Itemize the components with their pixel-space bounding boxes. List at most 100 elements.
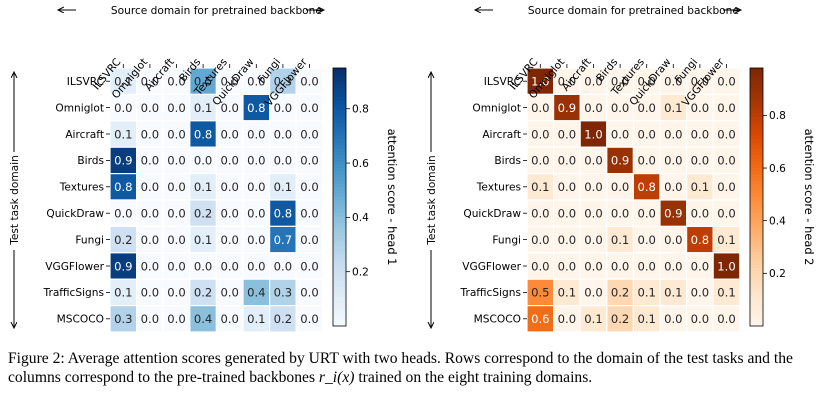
colorbar-segment — [750, 238, 763, 243]
colorbar-segment — [750, 122, 763, 127]
colorbar-segment — [333, 251, 346, 256]
cell-value-label: 0.0 — [558, 154, 576, 168]
colorbar-segment — [750, 97, 763, 101]
colorbar-segment — [750, 313, 763, 317]
cell-value-label: 0.0 — [664, 180, 682, 194]
colorbar-segment — [333, 284, 346, 288]
cell-value-label: 0.0 — [664, 127, 682, 141]
colorbar-segment — [750, 316, 763, 321]
heatmap-cell — [295, 173, 324, 201]
colorbar-segment — [750, 258, 763, 263]
colorbar-segment — [333, 293, 346, 298]
colorbar-segment — [750, 216, 763, 221]
heatmap-cell — [685, 252, 714, 280]
y-tick-label: Aircraft — [482, 129, 521, 141]
cell-value-label: 0.0 — [664, 75, 682, 89]
cell-value-label: 0.0 — [584, 180, 602, 194]
colorbar-segment — [750, 103, 763, 108]
colorbar-segment — [333, 290, 346, 295]
cell-value-label: 0.0 — [691, 207, 709, 221]
colorbar-segment — [750, 287, 763, 292]
heatmap-cell — [712, 252, 741, 280]
y-tick-label: ILSVRC — [484, 76, 521, 88]
cell-value-label: 0.0 — [717, 180, 735, 194]
colorbar-segment — [333, 258, 346, 263]
cell-value-label: 0.0 — [220, 127, 238, 141]
heatmap-cell — [685, 146, 714, 175]
heatmap-cell — [242, 225, 271, 254]
cell-value-label: 0.2 — [194, 207, 212, 221]
cell-value-label: 0.0 — [691, 286, 709, 300]
y-axis-title: Test task domain — [426, 155, 438, 246]
colorbar-segment — [333, 200, 346, 205]
colorbar-segment — [750, 109, 763, 114]
colorbar-segment — [333, 90, 346, 95]
colorbar-segment — [333, 274, 346, 279]
y-tick-label: ILSVRC — [67, 76, 104, 88]
cell-value-label: 0.0 — [558, 312, 576, 326]
colorbar-segment — [750, 296, 763, 301]
heatmap-cell — [526, 173, 555, 201]
heatmap-cell — [632, 305, 661, 333]
colorbar-segment — [333, 190, 346, 195]
colorbar-segment — [750, 235, 763, 240]
cell-value-label: 0.0 — [664, 154, 682, 168]
heatmap-cell — [606, 225, 634, 254]
y-tick-label: Textures — [476, 182, 521, 194]
heatmap-cell — [136, 278, 164, 307]
cell-value-label: 0.0 — [531, 154, 549, 168]
cell-value-label: 0.0 — [558, 75, 576, 89]
colorbar-segment — [750, 274, 763, 279]
y-tick-label: Omniglot — [55, 102, 104, 114]
heatmap-cell — [712, 199, 741, 227]
colorbar-segment — [333, 238, 346, 243]
colorbar-segment — [750, 219, 763, 224]
cell-value-label: 0.0 — [584, 101, 602, 115]
heatmap-cell — [215, 305, 244, 333]
cell-value-label: 0.0 — [247, 207, 265, 221]
colorbar-segment — [750, 135, 763, 140]
colorbar-segment — [750, 119, 763, 124]
heatmap-cell — [162, 199, 191, 227]
cell-value-label: 0.0 — [247, 75, 265, 89]
colorbar-segment — [750, 74, 763, 79]
cell-value-label: 0.0 — [167, 75, 185, 89]
colorbar-segment — [333, 255, 346, 259]
colorbar-segment — [333, 287, 346, 292]
cell-value-label: 0.0 — [247, 154, 265, 168]
cell-value-label: 0.0 — [167, 180, 185, 194]
cell-value-label: 0.0 — [220, 101, 238, 115]
colorbar-segment — [750, 167, 763, 172]
colorbar-tick-label: 0.2 — [769, 268, 786, 280]
colorbar-segment — [750, 306, 763, 311]
heatmap-cell — [136, 252, 164, 280]
cell-value-label: 0.0 — [531, 127, 549, 141]
colorbar-segment — [750, 126, 763, 130]
colorbar-segment — [750, 226, 763, 230]
heatmap-cell — [632, 67, 661, 95]
colorbar-segment — [333, 113, 346, 117]
cell-value-label: 0.0 — [300, 101, 318, 115]
colorbar-segment — [333, 197, 346, 201]
y-tick-label: TrafficSigns — [43, 287, 104, 299]
cell-value-label: 0.4 — [247, 286, 265, 300]
cell-value-label: 0.0 — [141, 154, 159, 168]
cell-value-label: 0.0 — [584, 207, 602, 221]
heatmap-cell — [215, 93, 244, 122]
cell-value-label: 0.1 — [584, 312, 602, 326]
colorbar-segment — [333, 119, 346, 124]
colorbar-segment — [333, 313, 346, 317]
colorbar-tick-label: 0.2 — [352, 266, 369, 278]
figure-caption: Figure 2: Average attention scores gener… — [8, 349, 812, 387]
cell-value-label: 0.9 — [664, 207, 682, 221]
colorbar-segment — [333, 303, 346, 308]
cell-value-label: 0.0 — [141, 101, 159, 115]
heatmap-cell — [552, 305, 581, 333]
colorbar-segment — [750, 197, 763, 201]
heatmap-cell — [162, 146, 191, 175]
colorbar-segment — [333, 261, 346, 266]
heatmap-cell — [136, 93, 164, 122]
colorbar-segment — [333, 184, 346, 188]
cell-value-label: 0.0 — [611, 259, 629, 273]
cell-value-label: 0.0 — [247, 127, 265, 141]
